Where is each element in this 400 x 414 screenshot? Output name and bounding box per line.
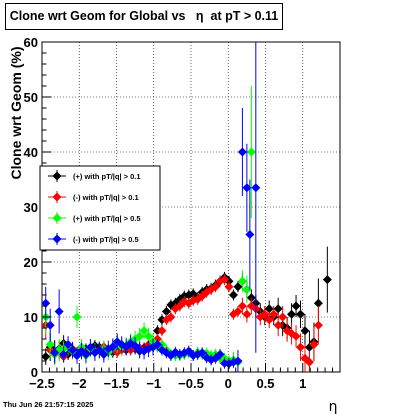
data-point <box>108 342 118 352</box>
y-tick-label: 30 <box>24 200 38 215</box>
legend-marker <box>52 171 62 181</box>
data-point <box>72 312 82 322</box>
data-point <box>99 349 109 359</box>
y-tick-label: 10 <box>24 310 38 325</box>
data-point <box>237 301 247 311</box>
data-point <box>85 342 95 352</box>
data-point <box>264 304 274 314</box>
data-point <box>161 307 171 316</box>
data-point <box>269 309 279 319</box>
data-point <box>220 275 230 285</box>
data-point <box>242 309 252 319</box>
y-tick-label: 40 <box>24 145 38 160</box>
x-tick-label: −1.5 <box>104 376 130 391</box>
data-point <box>246 147 256 157</box>
data-point <box>59 349 69 359</box>
data-point <box>260 309 270 319</box>
legend-label: (-) with pT/|q| > 0.5 <box>73 235 139 244</box>
data-point <box>152 340 162 349</box>
data-point <box>287 309 297 319</box>
x-tick-label: −1 <box>146 376 161 391</box>
data-point <box>264 315 274 325</box>
data-point <box>166 312 176 322</box>
data-point <box>313 320 323 330</box>
data-point <box>63 340 73 349</box>
legend: (+) with pT/|q| > 0.1 (-) with pT/|q| > 0… <box>39 165 161 251</box>
data-point <box>242 285 252 294</box>
y-tick-label: 20 <box>24 255 38 270</box>
data-point <box>228 290 238 300</box>
series-3 <box>42 42 261 372</box>
data-point <box>50 348 60 358</box>
data-point <box>233 356 243 366</box>
data-point <box>296 342 306 352</box>
data-point <box>68 345 78 355</box>
legend-marker <box>52 234 62 244</box>
data-point <box>291 301 301 311</box>
data-point <box>237 276 247 286</box>
data-point <box>300 326 310 336</box>
data-point <box>211 282 221 292</box>
legend-label: (+) with pT/|q| > 0.1 <box>73 172 141 181</box>
data-point <box>233 282 243 292</box>
data-point <box>313 298 323 308</box>
data-point <box>135 331 145 341</box>
x-tick-label: −0.5 <box>178 376 204 391</box>
data-point <box>224 282 234 292</box>
legend-marker <box>52 192 62 202</box>
series-layer <box>42 42 332 372</box>
legend-label: (+) with pT/|q| > 0.5 <box>73 214 141 223</box>
data-point <box>296 309 306 319</box>
timestamp-footer: Thu Jun 26 21:57:15 2025 <box>3 400 94 409</box>
data-point <box>304 357 314 367</box>
legend-label: (-) with pT/|q| > 0.1 <box>73 193 139 202</box>
y-tick-label: 50 <box>24 90 38 105</box>
data-point <box>322 275 332 285</box>
data-point <box>215 349 225 359</box>
data-point <box>273 320 283 330</box>
data-point <box>245 230 255 239</box>
x-tick-label: 0 <box>225 376 232 391</box>
data-point <box>233 307 243 316</box>
data-point <box>251 183 261 193</box>
x-tick-label: −2 <box>72 376 87 391</box>
title-box: Clone wrt Geom for Global vs η at pT > 0… <box>5 3 283 30</box>
y-tick-label: 60 <box>24 35 38 50</box>
x-tick-label: 0.5 <box>256 376 274 391</box>
x-tick-label: −2.5 <box>29 376 55 391</box>
data-point <box>81 349 91 359</box>
y-tick-label: 0 <box>31 365 38 380</box>
legend-marker <box>52 213 62 223</box>
data-point <box>309 340 319 349</box>
data-point <box>54 307 64 316</box>
data-point <box>237 147 247 157</box>
legend-box <box>39 165 161 251</box>
data-point <box>45 320 55 330</box>
x-tick-label: 1 <box>299 376 306 391</box>
data-point <box>144 331 154 341</box>
y-axis-label: Clone wrt Geom (%) <box>8 46 24 179</box>
data-point <box>45 340 55 349</box>
data-point <box>242 183 252 193</box>
data-point <box>139 326 149 336</box>
chart-title: Clone wrt Geom for Global vs η at pT > 0… <box>9 9 279 23</box>
data-point <box>197 348 207 358</box>
data-point <box>273 304 283 314</box>
x-axis-label: η <box>329 399 338 414</box>
data-point <box>157 326 167 336</box>
data-point <box>42 352 51 362</box>
data-point <box>291 331 301 341</box>
data-point <box>278 312 288 322</box>
